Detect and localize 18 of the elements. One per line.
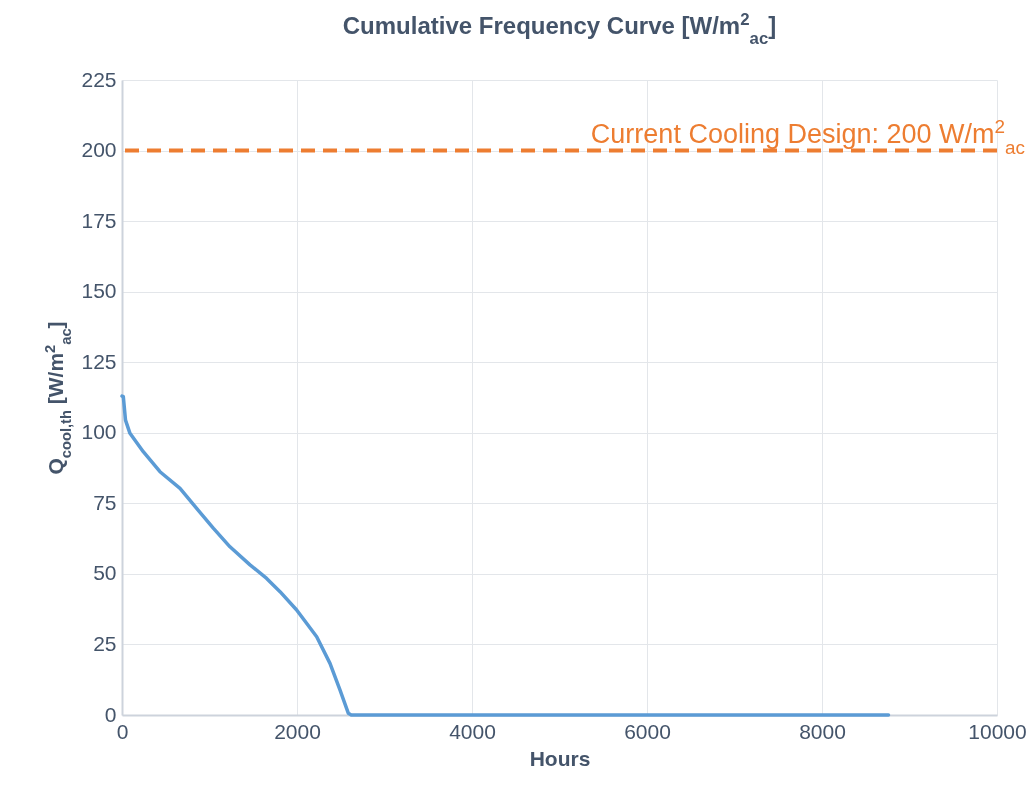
y-tick-label: 50 — [93, 561, 117, 585]
x-tick-label: 2000 — [274, 719, 321, 743]
x-axis-title: Hours — [529, 746, 591, 770]
y-tick-label: 25 — [93, 631, 117, 655]
x-tick-label: 4000 — [449, 719, 496, 743]
x-tick-label: 8000 — [799, 719, 846, 743]
chart-title: Cumulative Frequency Curve [W/m$^{2}$$_{ac}$] — [342, 9, 777, 48]
y-tick-label: 125 — [81, 349, 117, 373]
y-tick-label: 100 — [81, 420, 117, 444]
x-tick-label: 6000 — [624, 719, 671, 743]
y-tick-label: 200 — [81, 138, 117, 162]
line-series — [120, 394, 891, 717]
y-tick-label: 225 — [81, 67, 117, 91]
y-tick-label: 75 — [93, 490, 117, 514]
y-tick-label: 175 — [81, 208, 117, 232]
x-tick-label: 10000 — [968, 719, 1027, 743]
y-tick-label: 150 — [81, 279, 117, 303]
y-tick-label: 0 — [104, 702, 117, 726]
